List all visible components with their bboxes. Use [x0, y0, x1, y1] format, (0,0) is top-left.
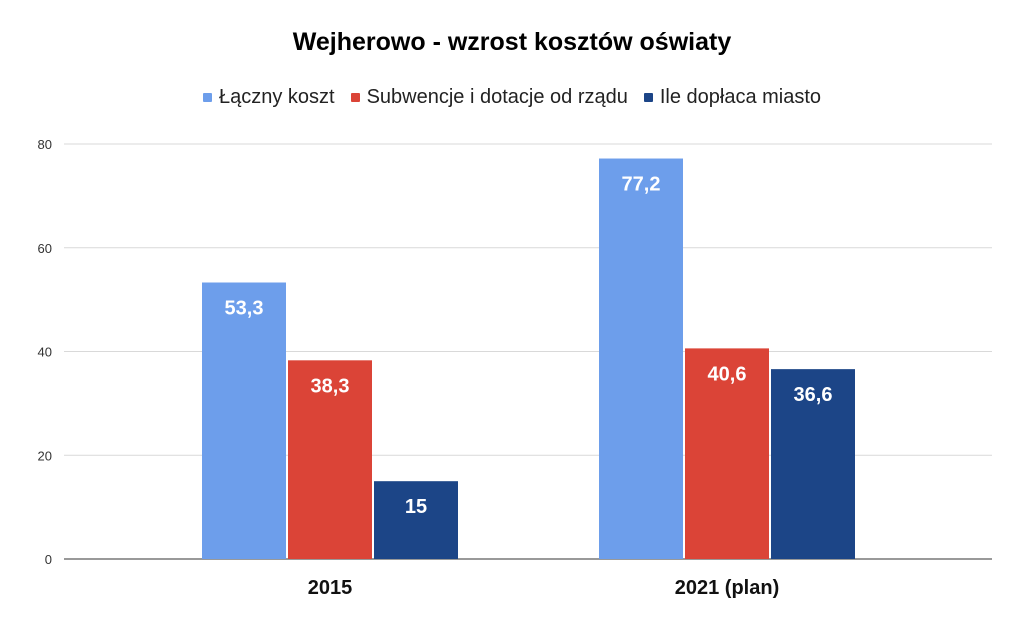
y-tick-label: 80: [38, 137, 52, 152]
data-label: 38,3: [311, 375, 350, 397]
bar: [685, 348, 769, 559]
legend-item-subwencje: Subwencje i dotacje od rządu: [350, 86, 628, 109]
data-label: 53,3: [225, 298, 264, 320]
bar: [374, 481, 458, 559]
bar: [288, 360, 372, 559]
x-tick-label: 2015: [308, 577, 353, 599]
legend-label: Ile dopłaca miasto: [659, 86, 822, 108]
x-tick-label: 2021 (plan): [675, 577, 779, 599]
data-label: 40,6: [708, 363, 747, 385]
data-label: 77,2: [622, 174, 661, 196]
legend-label: Łączny koszt: [218, 86, 335, 108]
legend-item-doplata-miasta: Ile dopłaca miasto: [643, 86, 822, 109]
legend-item-laczny-koszt: Łączny koszt: [202, 86, 335, 109]
y-tick-label: 0: [45, 552, 52, 567]
legend-label: Subwencje i dotacje od rządu: [366, 86, 628, 108]
data-label: 36,6: [794, 384, 833, 406]
y-tick-label: 60: [38, 241, 52, 256]
bar: [202, 282, 286, 559]
y-tick-label: 40: [38, 345, 52, 360]
legend: Łączny koszt Subwencje i dotacje od rząd…: [0, 86, 1024, 109]
legend-swatch: [350, 93, 360, 102]
bar: [771, 369, 855, 559]
legend-swatch: [202, 93, 212, 102]
data-label: 15: [405, 496, 427, 518]
chart-title: Wejherowo - wzrost kosztów oświaty: [292, 28, 732, 56]
legend-swatch: [643, 93, 653, 102]
bar: [599, 158, 683, 559]
y-tick-label: 20: [38, 448, 52, 463]
